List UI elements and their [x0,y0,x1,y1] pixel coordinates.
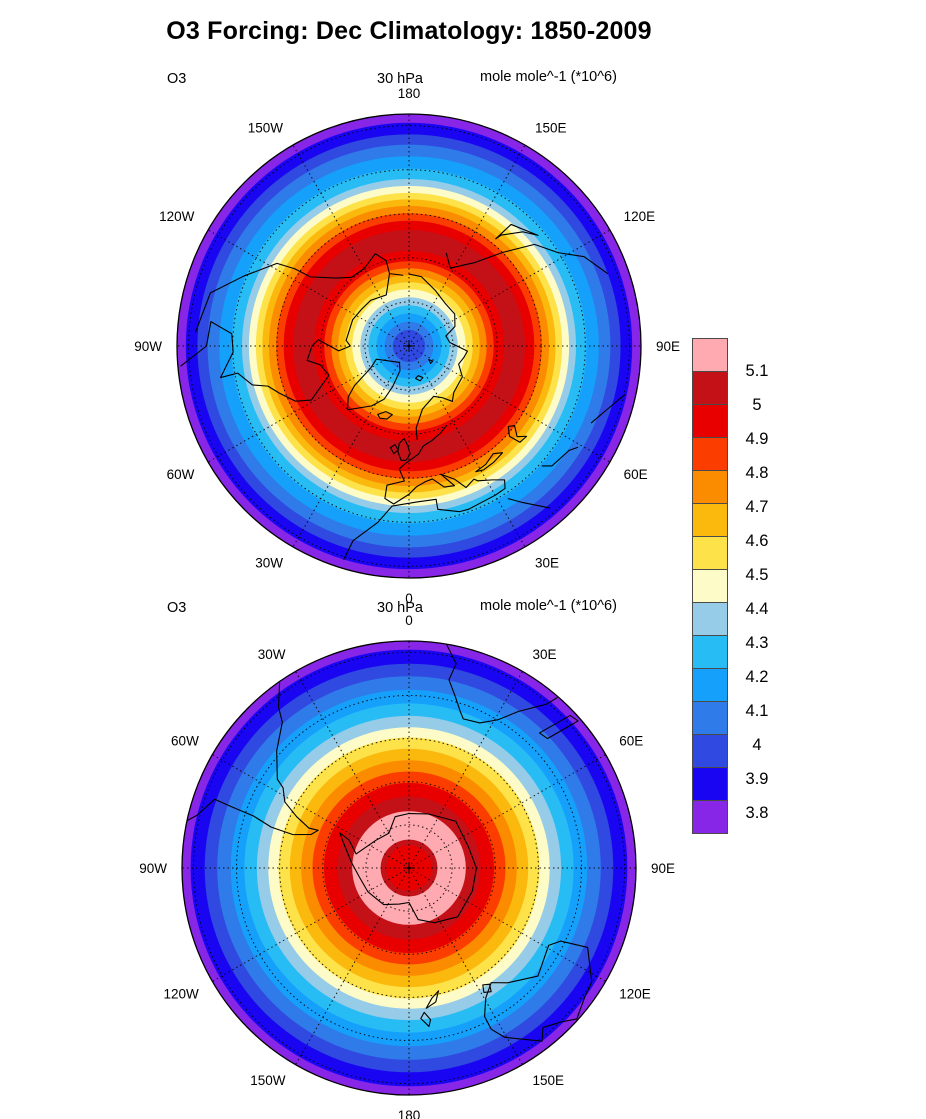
longitude-label: 150E [533,1073,565,1088]
coastline-tasmania [483,984,491,992]
colorbar-swatch [692,536,728,570]
coastline-north-america [181,254,403,402]
colorbar-swatch [692,437,728,471]
longitude-label: 60W [167,467,195,482]
colorbar-tick-label: 4.6 [745,532,769,550]
colorbar-tick-label: 4.3 [745,634,769,652]
field-label-north: O3 [167,71,187,87]
longitude-label: 30W [258,647,286,662]
coastline-madagascar [540,715,579,738]
coastline-baltic [423,426,446,446]
coastline-black-sea [476,453,503,472]
colorbar-tick-label: 4 [752,736,762,754]
longitude-label: 90W [134,339,162,354]
longitude-label: 120W [159,209,195,224]
coastline-australia [485,941,592,1041]
north-hemisphere-map: 180 150E 120E 90E 60E 30E 0 30W 60W 90W 120W 150W [129,86,689,609]
coastline-iceland [378,412,393,419]
south-hemisphere-map: 0 30E 60E 90E 120E 150E 180 150W 120W 90W 60W 30W [129,605,689,1119]
colorbar-tick-label: 4.8 [745,464,769,482]
longitude-label: 120W [164,987,200,1002]
figure-title: O3 Forcing: Dec Climatology: 1850-2009 [166,17,652,45]
longitude-labels-north: 180 150E 120E 90E 60E 30E 0 30W 60W 90W 120W 150W [134,86,680,606]
level-label-north: 30 hPa [377,71,423,87]
longitude-labels-south: 0 30E 60E 90E 120E 150E 180 150W 120W 90W 60W 30W [139,613,675,1119]
longitude-label: 30W [255,556,283,571]
longitude-label: 90W [139,861,167,876]
colorbar-tick-label: 4.1 [745,702,769,720]
colorbar-tick-label: 4.4 [745,600,769,618]
coastline-antarctica [340,814,477,923]
colorbar-swatch [692,371,728,405]
panel-header-south: O3 30 hPa mole mole^-1 (*10^6) [0,598,818,620]
coastlines-north [181,224,625,559]
panel-header-north: O3 30 hPa mole mole^-1 (*10^6) [0,69,818,91]
coastline-arctic-islands [415,359,432,380]
colorbar-swatch [692,602,728,636]
level-label-south: 30 hPa [377,600,423,616]
map-boundary-south [181,640,637,1096]
colorbar-tick-label: 5.1 [745,362,769,380]
longitude-label: 120E [624,209,656,224]
colorbar-swatch [692,635,728,669]
colorbar-tick-label: 3.9 [745,770,769,788]
colorbar-tick-label: 3.8 [745,804,769,822]
colorbar-swatch [692,569,728,603]
units-label-north: mole mole^-1 (*10^6) [480,69,617,85]
longitude-label: 120E [619,987,651,1002]
coastlines-south [187,644,592,1041]
longitude-label: 150E [535,120,567,135]
colorbar-tick-label: 4.9 [745,430,769,448]
coastline-british-isles [390,438,410,460]
colorbar-swatch [692,701,728,735]
colorbar-swatch [692,404,728,438]
colorbar-swatch [692,338,728,372]
longitude-label: 150W [248,120,284,135]
graticule-south [182,641,636,1095]
colorbar-swatch [692,668,728,702]
coastline-africa-south [446,644,557,723]
coastline-new-zealand [421,991,439,1027]
coastline-europe-mediterranean [344,446,505,559]
coastline-eurasia-arctic [409,274,467,439]
longitude-label: 90E [656,339,680,354]
coastline-arabia-india [508,395,624,508]
coastline-greenland [348,359,400,410]
longitude-label: 150W [250,1073,286,1088]
contour-rings-south [182,641,636,1095]
coastline-south-america [187,683,318,834]
longitude-label: 180 [398,1108,421,1119]
colorbar-tick-label: 5 [752,396,762,414]
coastline-east-asia [446,244,607,273]
longitude-label: 180 [398,86,421,101]
longitude-label: 60E [624,467,648,482]
colorbar-tick-label: 4.2 [745,668,769,686]
longitude-label: 60W [171,734,199,749]
colorbar-swatch [692,767,728,801]
coastline-japan [496,224,538,238]
field-label-south: O3 [167,600,187,616]
colorbar-tick-label: 4.7 [745,498,769,516]
colorbar-tick-label: 4.5 [745,566,769,584]
colorbar-swatch [692,734,728,768]
units-label-south: mole mole^-1 (*10^6) [480,598,617,614]
longitude-label: 30E [535,556,559,571]
longitude-label: 30E [533,647,557,662]
longitude-label: 60E [619,734,643,749]
map-boundary-north [176,113,642,579]
colorbar [692,338,728,834]
longitude-label: 0 [405,591,413,606]
colorbar-swatch [692,470,728,504]
longitude-label: 90E [651,861,675,876]
coastline-caspian-sea [508,426,526,443]
longitude-label: 0 [405,613,413,628]
colorbar-swatch [692,800,728,834]
colorbar-swatches [692,338,728,834]
colorbar-swatch [692,503,728,537]
